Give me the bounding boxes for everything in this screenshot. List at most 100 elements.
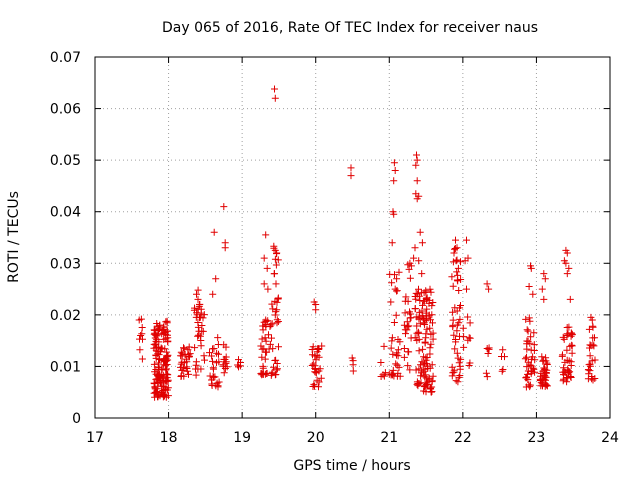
data-point-marker (414, 382, 422, 390)
data-point-marker (415, 257, 423, 265)
data-point-marker (418, 239, 426, 247)
data-point-marker (265, 331, 272, 339)
data-point-marker (392, 311, 400, 319)
data-point-marker (159, 326, 167, 334)
x-tick-label: 20 (307, 430, 325, 446)
y-tick-label: 0.05 (50, 153, 81, 169)
data-point-marker (453, 276, 461, 284)
data-point-marker (191, 304, 198, 312)
data-point-marker (589, 376, 597, 384)
data-point-marker (449, 323, 457, 331)
data-point-marker (420, 297, 428, 305)
y-tick-label: 0.03 (50, 256, 81, 272)
data-point-marker (197, 305, 205, 313)
data-point-marker (420, 387, 428, 395)
x-tick-label: 21 (380, 430, 398, 446)
data-point-marker (423, 305, 431, 313)
data-point-marker (210, 345, 218, 352)
data-point-marker (564, 374, 572, 382)
data-point-marker (390, 210, 398, 218)
data-point-marker (393, 361, 401, 369)
data-point-marker (460, 333, 468, 341)
data-point-marker (137, 315, 145, 323)
data-point-marker (449, 282, 457, 290)
data-point-marker (452, 338, 460, 346)
data-point-marker (427, 340, 435, 348)
data-point-marker (411, 244, 419, 252)
data-point-marker (412, 161, 420, 169)
data-point-marker (273, 306, 281, 314)
data-point-marker (449, 316, 457, 324)
data-point-marker (560, 364, 568, 372)
data-point-marker (531, 368, 539, 376)
data-point-marker (522, 374, 530, 382)
data-point-marker (459, 324, 467, 332)
x-tick-label: 24 (601, 430, 619, 446)
x-tick-label: 23 (528, 430, 546, 446)
data-point-marker (429, 329, 437, 337)
data-point-marker (419, 345, 427, 353)
data-point-marker (274, 294, 282, 302)
data-point-marker (390, 177, 398, 185)
data-point-marker (567, 332, 575, 340)
data-point-marker (415, 285, 422, 293)
data-point-marker (271, 255, 279, 263)
data-point-marker (264, 285, 272, 293)
data-point-marker (377, 359, 385, 366)
data-point-marker (530, 341, 538, 349)
data-point-marker (415, 347, 423, 355)
x-axis-label: GPS time / hours (293, 458, 410, 474)
data-point-marker (380, 342, 388, 350)
x-tick-label: 17 (86, 430, 104, 446)
data-point-marker (273, 360, 281, 367)
data-point-marker (223, 363, 231, 371)
data-point-marker (151, 388, 159, 396)
data-point-marker (563, 378, 571, 386)
data-point-marker (152, 337, 160, 345)
data-point-marker (589, 322, 597, 330)
data-point-marker (164, 338, 172, 346)
data-point-marker (271, 297, 279, 305)
data-point-marker (428, 383, 436, 391)
data-point-marker (422, 381, 430, 389)
data-point-marker (191, 344, 199, 352)
data-point-marker (538, 353, 546, 361)
data-point-marker (389, 350, 397, 358)
data-point-marker (498, 353, 505, 360)
data-point-marker (268, 334, 275, 342)
data-point-marker (566, 342, 574, 350)
data-point-marker (391, 167, 399, 174)
data-point-marker (563, 346, 571, 354)
data-point-marker (151, 340, 159, 348)
data-point-marker (590, 342, 598, 350)
data-point-marker (466, 319, 474, 327)
data-point-marker (388, 337, 396, 345)
data-point-marker (150, 360, 158, 368)
data-point-marker (406, 366, 414, 374)
data-point-marker (539, 356, 547, 364)
data-point-marker (422, 371, 430, 379)
data-point-marker (523, 363, 531, 371)
data-point-marker (563, 249, 571, 257)
data-point-marker (585, 325, 593, 333)
data-point-marker (421, 359, 428, 367)
data-point-marker (415, 365, 423, 373)
data-point-marker (150, 380, 158, 388)
data-point-marker (159, 387, 167, 394)
data-point-marker (273, 249, 281, 257)
data-point-marker (483, 345, 491, 352)
data-point-marker (212, 275, 220, 283)
data-point-marker (410, 254, 418, 262)
data-point-marker (261, 355, 269, 363)
data-point-marker (453, 244, 461, 252)
data-point-marker (154, 350, 162, 358)
data-point-marker (565, 323, 573, 331)
data-point-marker (236, 362, 244, 370)
data-point-marker (567, 374, 575, 381)
data-point-marker (415, 329, 423, 337)
data-point-marker (274, 256, 282, 264)
data-point-marker (262, 231, 270, 239)
data-point-marker (522, 315, 530, 323)
data-point-marker (138, 330, 146, 338)
data-point-marker (523, 326, 531, 334)
